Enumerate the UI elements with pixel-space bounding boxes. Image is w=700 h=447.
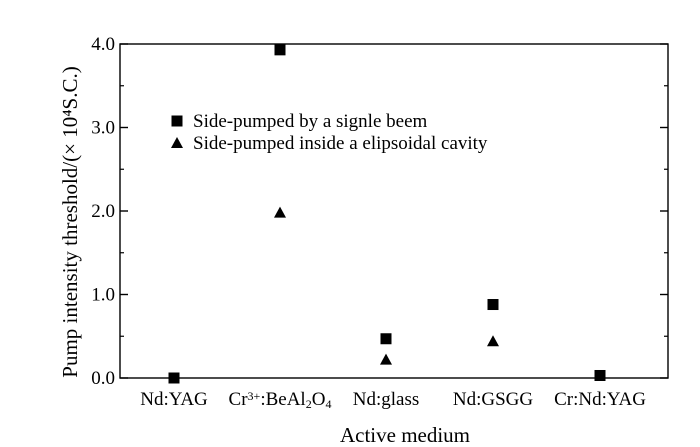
legend: Side-pumped by a signle beemSide-pumped … [171, 111, 488, 154]
y-axis-title: Pump intensity threshold/(× 10⁴S.C.) [58, 66, 82, 377]
data-point-square [487, 299, 499, 311]
data-point-square [380, 333, 392, 345]
data-point-triangle [274, 206, 286, 218]
x-category-label: Cr:Nd:YAG [554, 389, 646, 410]
data-point-square [274, 44, 286, 56]
x-category-label: Nd:GSGG [453, 389, 534, 410]
legend-marker-square [171, 115, 183, 127]
data-point-triangle [380, 353, 392, 365]
legend-marker-triangle [171, 137, 183, 148]
y-tick-label: 0.0 [91, 368, 115, 389]
data-point-square [168, 372, 180, 384]
plot-frame [119, 43, 669, 379]
x-category-label: Nd:glass [353, 389, 420, 410]
y-axis-ticks [120, 43, 668, 379]
data-point-square [594, 369, 606, 381]
y-tick-label: 2.0 [91, 201, 115, 222]
x-category-label: Nd:YAG [140, 389, 208, 410]
y-tick-label: 1.0 [91, 285, 115, 306]
x-axis-category-labels: Nd:YAG Cr3+:BeAl2O4 Nd:glass Nd:GSGG Cr:Nd:Y… [140, 389, 646, 411]
y-axis-tick-labels: 0.0 1.0 2.0 3.0 4.0 [91, 34, 115, 389]
legend-label: Side-pumped inside a elipsoidal cavity [193, 133, 488, 154]
data-markers [168, 44, 606, 384]
legend-label: Side-pumped by a signle beem [193, 111, 428, 132]
data-point-triangle [487, 335, 499, 347]
x-category-label: Cr3+:BeAl2O4 [229, 389, 332, 411]
y-tick-label: 3.0 [91, 118, 115, 139]
plot-border [119, 43, 669, 379]
x-axis-title: Active medium [340, 423, 470, 447]
y-tick-label: 4.0 [91, 34, 115, 55]
